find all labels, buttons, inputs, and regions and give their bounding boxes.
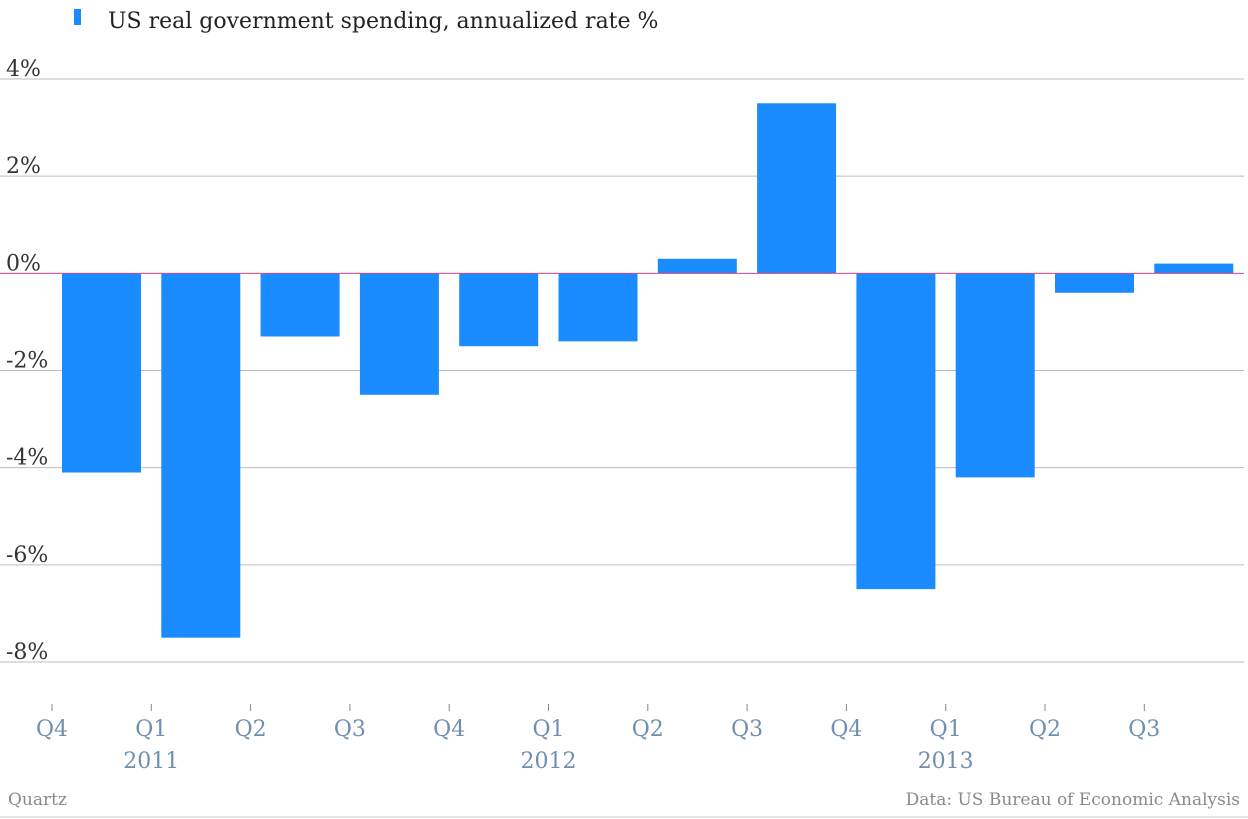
- bar: [558, 273, 638, 342]
- bar: [1154, 263, 1234, 274]
- x-tick-label: Q2: [1029, 717, 1061, 742]
- legend-label: US real government spending, annualized …: [108, 9, 658, 34]
- bar: [459, 273, 539, 347]
- x-tick-label: Q3: [334, 717, 366, 742]
- y-tick-label: -8%: [6, 640, 48, 665]
- bar: [657, 258, 737, 274]
- y-tick-label: 2%: [6, 154, 41, 179]
- bar: [62, 273, 141, 473]
- bar: [1055, 273, 1134, 293]
- y-tick-label: 0%: [6, 251, 41, 276]
- y-tick-label: 4%: [6, 57, 41, 82]
- x-tick-label: Q3: [731, 717, 763, 742]
- bar: [757, 103, 837, 274]
- bar: [359, 273, 439, 395]
- footer-source-left: Quartz: [8, 790, 67, 810]
- bar: [260, 273, 340, 337]
- x-tick-label: Q4: [433, 717, 465, 742]
- bar: [955, 273, 1035, 478]
- x-tick-label: Q1: [930, 717, 962, 742]
- x-axis-years: 2011 2012 2013: [123, 749, 973, 774]
- x-tick-label: Q2: [632, 717, 664, 742]
- x-year-label: 2013: [918, 749, 974, 774]
- y-tick-label: -4%: [6, 446, 48, 471]
- x-tick-label: Q4: [830, 717, 862, 742]
- bars: [62, 103, 1234, 638]
- legend-swatch: [74, 9, 81, 25]
- y-axis-ticks: 4% 2% 0% -2% -4% -6% -8%: [6, 57, 48, 665]
- x-tick-label: Q2: [235, 717, 267, 742]
- x-tick-label: Q1: [135, 717, 167, 742]
- y-tick-label: -2%: [6, 349, 48, 374]
- x-tick-label: Q1: [532, 717, 564, 742]
- bar: [161, 273, 241, 638]
- x-tick-label: Q4: [36, 717, 68, 742]
- y-tick-label: -6%: [6, 543, 48, 568]
- x-axis-ticks: Q4 Q1 Q2 Q3 Q4 Q1 Q2 Q3 Q4 Q1 Q2 Q3: [36, 704, 1160, 742]
- x-year-label: 2012: [521, 749, 577, 774]
- footer-source-right: Data: US Bureau of Economic Analysis: [906, 790, 1240, 810]
- x-tick-label: Q3: [1128, 717, 1160, 742]
- bar: [856, 273, 936, 590]
- x-year-label: 2011: [123, 749, 179, 774]
